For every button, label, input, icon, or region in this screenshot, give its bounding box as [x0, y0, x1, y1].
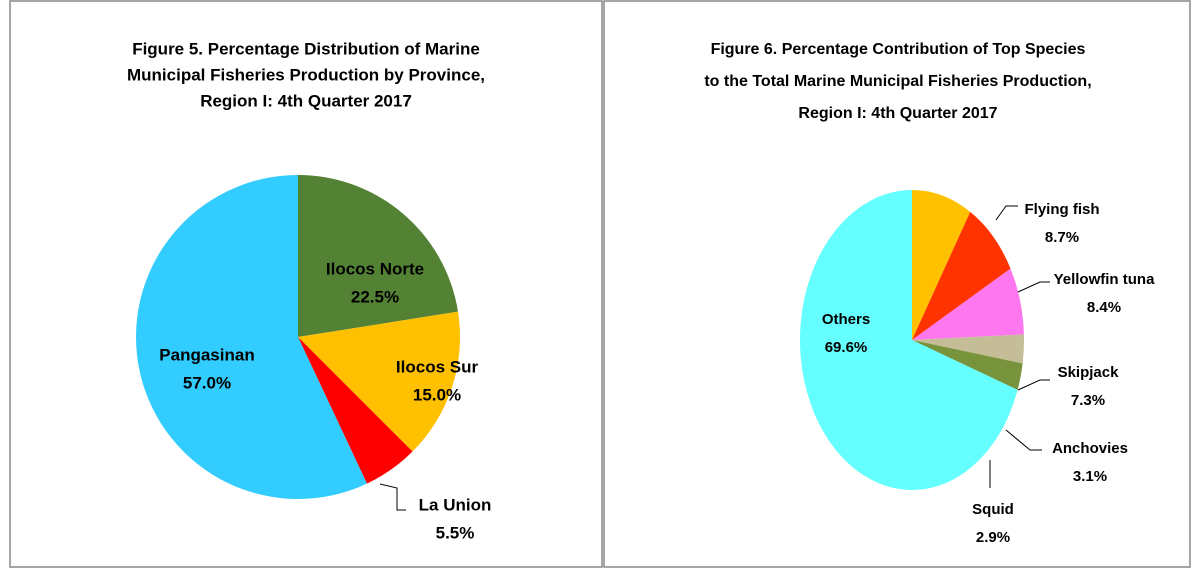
panel: [9, 0, 603, 568]
slice-label: Yellowfin tuna: [1054, 271, 1155, 288]
leader-line: [379, 483, 406, 511]
slice-label: Ilocos Sur: [396, 357, 479, 376]
chart-title: Figure 5. Percentage Distribution of Mar…: [132, 39, 480, 58]
slice-label: La Union: [419, 495, 492, 514]
slice-label: Squid: [972, 501, 1014, 518]
panel: [603, 0, 1191, 568]
value-label: 69.6%: [825, 339, 868, 356]
value-label: 3.1%: [1073, 468, 1107, 485]
leader-line: [1017, 379, 1050, 391]
leader-line: [995, 205, 1018, 221]
value-label: 15.0%: [413, 385, 461, 404]
pie-slice: [298, 175, 459, 337]
slice-label: Anchovies: [1052, 440, 1128, 457]
pie-slice: [135, 175, 367, 499]
slice-label: Skipjack: [1058, 364, 1120, 381]
chart-title: to the Total Marine Municipal Fisheries …: [704, 73, 1091, 90]
pie-slice: [912, 268, 1024, 340]
chart-title: Region I: 4th Quarter 2017: [798, 105, 997, 122]
chart-title: Municipal Fisheries Production by Provin…: [127, 65, 485, 84]
chart-title: Region I: 4th Quarter 2017: [200, 91, 412, 110]
pie-slice: [800, 190, 1018, 490]
pie-slice: [912, 211, 1011, 340]
pie-slice: [912, 334, 1025, 364]
chart-title: Figure 6. Percentage Contribution of Top…: [711, 41, 1086, 58]
value-label: 5.5%: [436, 523, 475, 542]
leader-line: [1005, 429, 1042, 451]
value-label: 57.0%: [183, 373, 231, 392]
value-label: 7.3%: [1071, 392, 1105, 409]
value-label: 2.9%: [976, 529, 1010, 546]
slice-label: Others: [822, 311, 870, 328]
pie-slice: [912, 190, 971, 340]
slice-label: Flying fish: [1025, 201, 1100, 218]
pie-slice: [298, 311, 461, 452]
value-label: 8.7%: [1045, 229, 1079, 246]
pie-slice: [298, 337, 413, 484]
slice-label: Ilocos Norte: [326, 259, 424, 278]
leader-line: [1017, 281, 1050, 293]
slice-label: Pangasinan: [159, 345, 254, 364]
value-label: 22.5%: [351, 287, 399, 306]
pie-slice: [912, 340, 1023, 390]
value-label: 8.4%: [1087, 299, 1121, 316]
